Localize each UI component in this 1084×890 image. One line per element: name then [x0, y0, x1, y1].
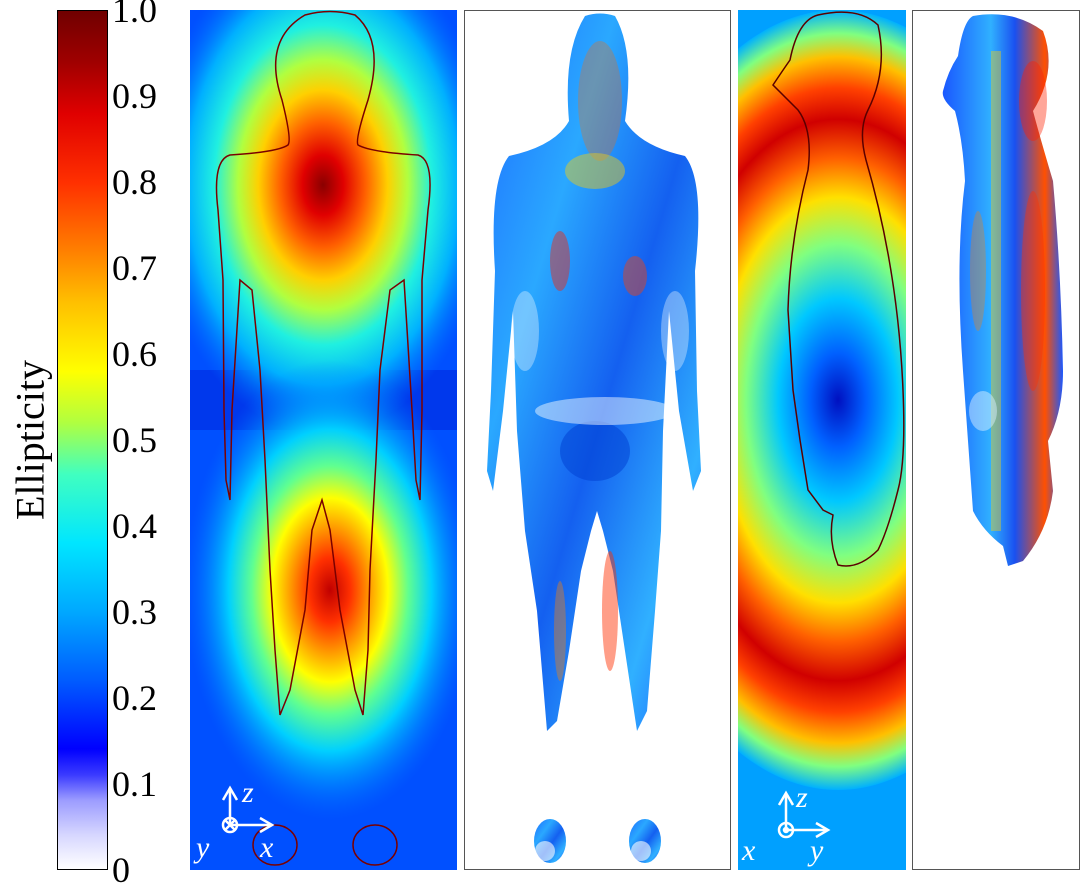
colorbar-tick-label: 0.4 [112, 506, 157, 546]
axis-triad-xz [221, 785, 275, 834]
axis-label-y: y [193, 831, 210, 864]
colorbar [57, 10, 108, 870]
axis-label-z-2: z [795, 781, 808, 814]
colorbar-tick-label: 0.8 [112, 162, 157, 202]
colorbar-tick-label: 0.7 [112, 248, 157, 288]
panel-coronal-tissue [464, 10, 731, 870]
colorbar-title: Ellipticity [7, 360, 53, 520]
axis-triad-yz [777, 790, 831, 839]
colorbar-tick-label: 1.0 [112, 0, 157, 30]
colorbar-tick-label: 0.1 [112, 764, 157, 804]
colorbar-tick-label: 0.5 [112, 420, 157, 460]
panel-sagittal-field: z y x [738, 10, 906, 870]
panel-sagittal-tissue [912, 10, 1080, 870]
colorbar-tick-label: 0.3 [112, 592, 157, 632]
colorbar-tick-label: 0.2 [112, 678, 157, 718]
panel-coronal-field: z x y [190, 10, 457, 870]
colorbar-tick-label: 0 [112, 850, 130, 890]
body-outline [772, 11, 905, 567]
colorbar-tick-label: 0.9 [112, 76, 157, 116]
axis-label-z: z [241, 776, 254, 809]
axis-label-x: x [259, 831, 274, 864]
axis-label-y-2: y [807, 834, 824, 867]
axis-label-x-2: x [741, 834, 756, 867]
body-outline [215, 10, 431, 716]
colorbar-tick-label: 0.6 [112, 334, 157, 374]
